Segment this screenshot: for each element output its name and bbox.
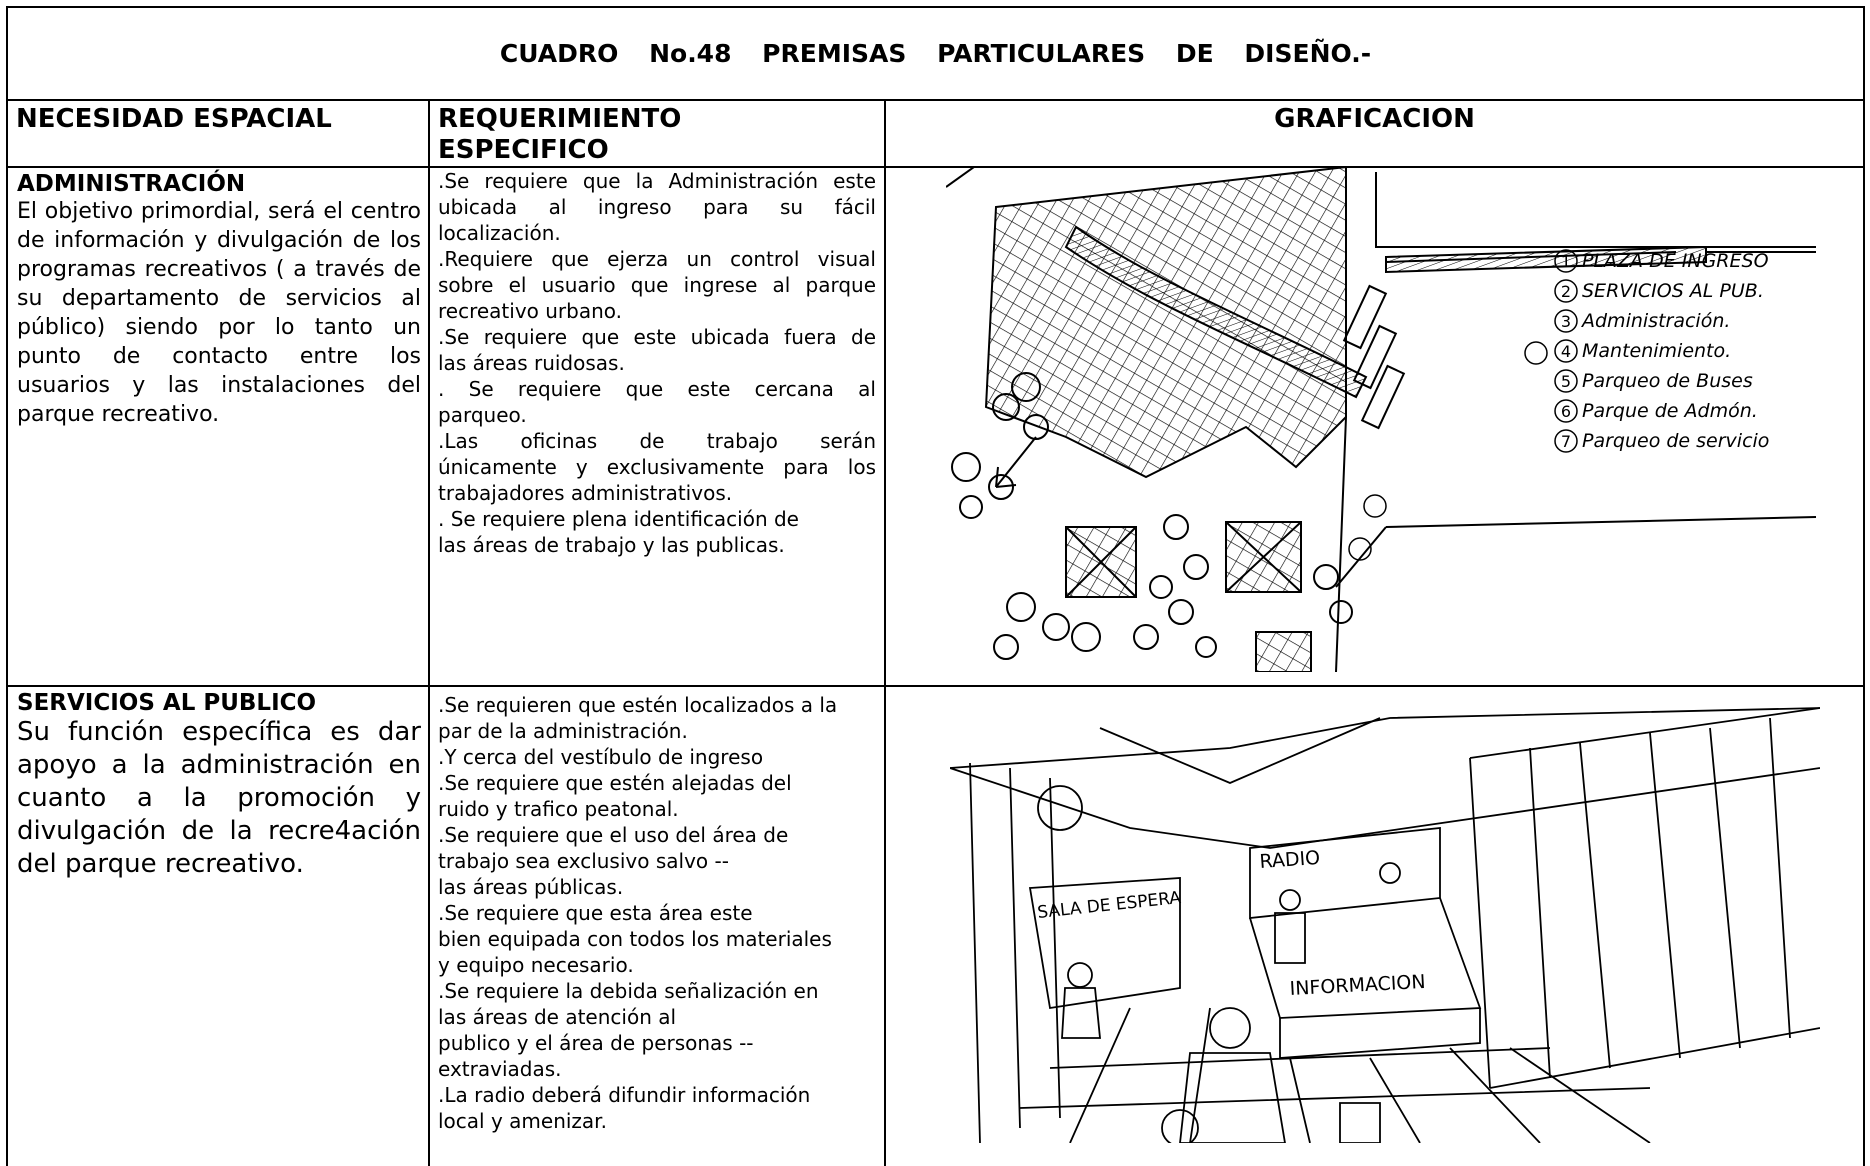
title: CUADRO No.48 PREMISAS PARTICULARES DE DI… bbox=[6, 6, 1865, 101]
plan-drawing bbox=[946, 167, 1817, 672]
need-text: El objetivo primordial, será el centro d… bbox=[17, 199, 421, 427]
legend-label: Mantenimiento. bbox=[1582, 340, 1731, 362]
legend-badge bbox=[1554, 249, 1578, 273]
requirement-line: .Se requiere que esta área este bbox=[438, 901, 753, 925]
requirement-line: .La radio deberá difundir información bbox=[438, 1083, 811, 1107]
requirement-line: publico y el área de personas -- bbox=[438, 1031, 754, 1055]
row-divider bbox=[6, 166, 1865, 168]
legend-badge bbox=[1554, 339, 1578, 363]
need-title: ADMINISTRACIÓN bbox=[17, 171, 246, 197]
legend-label: Parque de Admón. bbox=[1582, 400, 1758, 422]
interior-drawing bbox=[950, 707, 1820, 1143]
requirement-line: bien equipada con todos los materiales bbox=[438, 927, 832, 951]
requirement-line: parqueo. bbox=[438, 403, 527, 427]
requirement-line: .Se requiere que el uso del área de bbox=[438, 823, 789, 847]
legend-label: PLAZA DE INGRESO bbox=[1582, 250, 1769, 272]
interior-sketch: SALA DE ESPERA RADIO INFORMACION bbox=[950, 707, 1820, 1143]
sketch-label: RADIO bbox=[1259, 847, 1321, 873]
requirement-line: ubicada al ingreso para su fácil bbox=[438, 195, 876, 219]
legend-label: Parqueo de Buses bbox=[1582, 370, 1753, 392]
legend-badge bbox=[1554, 399, 1578, 423]
requirement-line: trabajo sea exclusivo salvo -- bbox=[438, 849, 729, 873]
border bbox=[6, 100, 8, 1166]
row-divider bbox=[6, 685, 1865, 687]
site-sketch: 1 PLAZA DE INGRESO 2 SERVICIOS AL PUB. 3 Admi… bbox=[946, 167, 1817, 672]
legend-number: 3 bbox=[1561, 312, 1571, 331]
requirement-line: . Se requiere que este cercana al bbox=[438, 377, 876, 401]
need-text: Su función específica es dar apoyo a la … bbox=[17, 717, 421, 879]
requirement-line: trabajadores administrativos. bbox=[438, 481, 733, 505]
sketch-labels: SALA DE ESPERA RADIO INFORMACION bbox=[1036, 847, 1426, 1000]
requirement-line: .Se requiere que estén alejadas del bbox=[438, 771, 792, 795]
legend-number: 2 bbox=[1561, 282, 1571, 301]
requirement-line: .Y cerca del vestíbulo de ingreso bbox=[438, 745, 764, 769]
requirement-line: par de la administración. bbox=[438, 719, 688, 743]
border bbox=[1863, 100, 1865, 1166]
legend-number: 7 bbox=[1561, 432, 1571, 451]
sketch-label: SALA DE ESPERA bbox=[1036, 888, 1182, 923]
legend: 1 PLAZA DE INGRESO 2 SERVICIOS AL PUB. 3 Admi… bbox=[1554, 249, 1769, 453]
legend-number: 4 bbox=[1561, 342, 1571, 361]
requirement-line: .Las oficinas de trabajo serán bbox=[438, 429, 876, 453]
requirement-line: las áreas de atención al bbox=[438, 1005, 677, 1029]
legend-label: SERVICIOS AL PUB. bbox=[1582, 280, 1764, 302]
need-title: SERVICIOS AL PUBLICO bbox=[17, 690, 317, 716]
column-header: NECESIDAD ESPACIAL bbox=[16, 104, 332, 134]
requirement-line: .Requiere que ejerza un control visual bbox=[438, 247, 876, 271]
requirement-line: recreativo urbano. bbox=[438, 299, 623, 323]
legend-badge bbox=[1554, 309, 1578, 333]
column-header: REQUERIMIENTO ESPECIFICO bbox=[438, 104, 682, 165]
legend-number: 5 bbox=[1561, 372, 1571, 391]
sketch-label: INFORMACION bbox=[1289, 971, 1426, 1000]
requirements: .Se requiere que la Administración este u… bbox=[438, 168, 876, 558]
need-cell: SERVICIOS AL PUBLICO Su función específi… bbox=[17, 690, 421, 881]
legend-badge bbox=[1554, 279, 1578, 303]
legend-number: 1 bbox=[1561, 252, 1571, 271]
legend-badge bbox=[1554, 429, 1578, 453]
requirements: .Se requieren que estén localizados a la… bbox=[438, 692, 876, 1134]
column-divider bbox=[884, 100, 886, 1166]
legend-label: Administración. bbox=[1580, 310, 1730, 332]
requirement-line: las áreas públicas. bbox=[438, 875, 624, 899]
requirement-line: .Se requieren que estén localizados a la bbox=[438, 693, 838, 717]
column-header: GRAFICACION bbox=[1274, 104, 1475, 134]
need-cell: ADMINISTRACIÓN El objetivo primordial, s… bbox=[17, 171, 421, 429]
requirement-line: las áreas de trabajo y las publicas. bbox=[438, 533, 785, 557]
legend-label: Parqueo de servicio bbox=[1582, 430, 1769, 452]
requirement-line: local y amenizar. bbox=[438, 1109, 607, 1133]
requirement-line: extraviadas. bbox=[438, 1057, 562, 1081]
requirement-line: ruido y trafico peatonal. bbox=[438, 797, 679, 821]
legend-badge bbox=[1554, 369, 1578, 393]
requirement-line: sobre el usuario que ingrese al parque bbox=[438, 273, 876, 297]
legend-number: 6 bbox=[1561, 402, 1571, 421]
requirement-line: localización. bbox=[438, 221, 561, 245]
requirement-line: y equipo necesario. bbox=[438, 953, 634, 977]
column-divider bbox=[428, 100, 430, 1166]
requirement-line: únicamente y exclusivamente para los bbox=[438, 455, 876, 479]
requirement-line: .Se requiere la debida señalización en bbox=[438, 979, 819, 1003]
requirement-line: las áreas ruidosas. bbox=[438, 351, 625, 375]
requirement-line: . Se requiere plena identificación de bbox=[438, 507, 799, 531]
requirement-line: .Se requiere que este ubicada fuera de bbox=[438, 325, 876, 349]
requirement-line: .Se requiere que la Administración este bbox=[438, 169, 876, 193]
